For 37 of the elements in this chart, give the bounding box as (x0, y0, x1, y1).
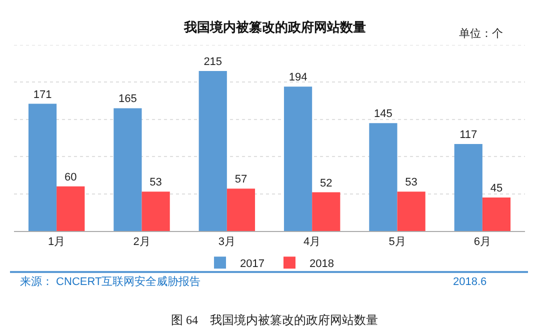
bar (312, 192, 340, 231)
chart-title: 我国境内被篡改的政府网站数量 (183, 19, 366, 34)
data-label: 165 (118, 93, 137, 106)
x-tick-label: 4月 (304, 236, 321, 248)
legend-label: 2018 (309, 258, 334, 270)
data-label: 57 (234, 174, 248, 186)
data-label: 53 (405, 176, 418, 189)
bar (28, 104, 57, 231)
bar (284, 86, 312, 231)
data-label: 53 (150, 176, 162, 189)
x-tick-label: 3月 (218, 236, 236, 248)
bar (369, 123, 398, 231)
bar (397, 192, 426, 231)
bar (198, 71, 227, 231)
data-label: 145 (374, 108, 392, 120)
bar (226, 188, 256, 231)
bar (142, 192, 170, 231)
data-label: 45 (490, 182, 503, 195)
bar (114, 108, 142, 231)
data-label: 117 (460, 128, 478, 141)
source-note: 来源： CNCERT互联网安全威胁报告 (20, 275, 201, 288)
legend-label: 2017 (240, 258, 264, 270)
data-label: 171 (33, 88, 52, 101)
bar (454, 144, 482, 231)
data-label: 215 (204, 56, 222, 68)
x-tick-label: 6月 (474, 236, 491, 248)
data-label: 60 (64, 171, 77, 184)
data-label: 52 (320, 177, 332, 190)
x-tick-label: 1月 (48, 236, 66, 248)
bar (56, 186, 85, 231)
text: 单位：个 (459, 27, 503, 40)
text: 2018.6 (453, 276, 487, 288)
data-label: 194 (288, 72, 308, 84)
x-tick-label: 5月 (388, 236, 406, 248)
bar (482, 198, 511, 231)
caption: 图 64 我国境内被篡改的政府网站数量 (171, 313, 378, 327)
x-tick-label: 2月 (133, 236, 150, 248)
